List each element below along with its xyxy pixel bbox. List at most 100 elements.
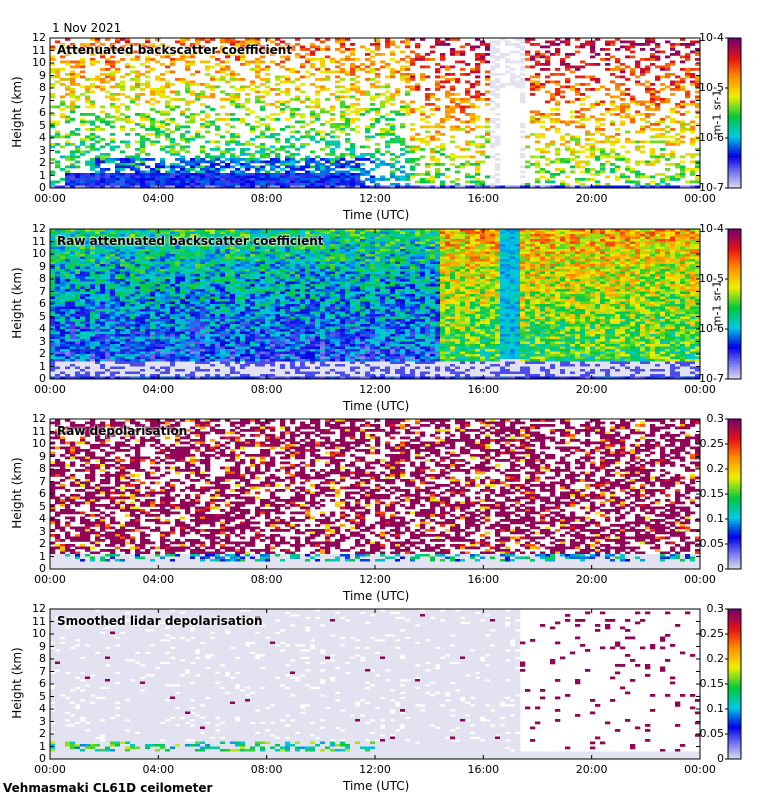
colorbar-tick-label: 10-6 bbox=[668, 131, 724, 144]
x-tick-label: 12:00 bbox=[357, 192, 393, 205]
y-tick-label: 2 bbox=[0, 537, 46, 550]
colorbar-tick-label: 0.3 bbox=[668, 412, 725, 425]
y-tick-label: 0 bbox=[0, 181, 46, 194]
x-tick-label: 04:00 bbox=[140, 192, 176, 205]
heatmap-cells bbox=[50, 229, 701, 380]
x-tick-label: 16:00 bbox=[465, 573, 501, 586]
colorbar bbox=[727, 228, 742, 380]
y-tick-label: 0 bbox=[0, 372, 46, 385]
x-axis-label: Time (UTC) bbox=[343, 208, 409, 222]
y-axis-label: Height (km) bbox=[10, 263, 24, 343]
y-tick-label: 11 bbox=[0, 235, 46, 248]
y-tick-label: 7 bbox=[0, 285, 46, 298]
y-tick-label: 2 bbox=[0, 727, 46, 740]
y-tick-label: 9 bbox=[0, 640, 46, 653]
colorbar bbox=[727, 608, 742, 760]
x-tick-label: 12:00 bbox=[357, 383, 393, 396]
x-tick-label: 00:00 bbox=[682, 573, 718, 586]
colorbar-tick-label: 10-7 bbox=[668, 181, 724, 194]
x-tick-label: 00:00 bbox=[32, 192, 68, 205]
colorbar-tick-label: 0.05 bbox=[668, 727, 725, 740]
x-tick-label: 16:00 bbox=[465, 763, 501, 776]
y-tick-label: 5 bbox=[0, 119, 46, 132]
y-tick-label: 9 bbox=[0, 69, 46, 82]
x-tick-label: 00:00 bbox=[682, 763, 718, 776]
x-tick-label: 08:00 bbox=[249, 383, 285, 396]
y-tick-label: 3 bbox=[0, 335, 46, 348]
panel-title: Attenuated backscatter coefficient bbox=[57, 43, 292, 57]
y-tick-label: 8 bbox=[0, 272, 46, 285]
y-tick-label: 11 bbox=[0, 44, 46, 57]
x-tick-label: 16:00 bbox=[465, 192, 501, 205]
y-tick-label: 12 bbox=[0, 412, 46, 425]
y-tick-label: 1 bbox=[0, 550, 46, 563]
colorbar-tick-label: 0.25 bbox=[668, 627, 725, 640]
y-tick-label: 10 bbox=[0, 627, 46, 640]
heatmap-cells bbox=[50, 419, 701, 570]
y-tick-label: 7 bbox=[0, 665, 46, 678]
panel-3 bbox=[49, 418, 742, 570]
y-tick-label: 12 bbox=[0, 222, 46, 235]
y-tick-label: 6 bbox=[0, 487, 46, 500]
y-tick-label: 4 bbox=[0, 702, 46, 715]
y-tick-label: 6 bbox=[0, 677, 46, 690]
y-axis-label: Height (km) bbox=[10, 72, 24, 152]
y-tick-label: 10 bbox=[0, 437, 46, 450]
x-tick-label: 08:00 bbox=[249, 192, 285, 205]
y-tick-label: 4 bbox=[0, 131, 46, 144]
x-tick-label: 04:00 bbox=[140, 573, 176, 586]
colorbar-tick-label: 0.15 bbox=[668, 677, 725, 690]
colorbar-tick-label: 0.1 bbox=[668, 702, 725, 715]
x-axis-label: Time (UTC) bbox=[343, 589, 409, 603]
panel-4 bbox=[49, 608, 742, 760]
instrument-footer: Vehmasmaki CL61D ceilometer bbox=[3, 781, 212, 795]
colorbar-tick-label: 10-5 bbox=[668, 272, 724, 285]
x-tick-label: 00:00 bbox=[32, 383, 68, 396]
y-tick-label: 7 bbox=[0, 475, 46, 488]
colorbar bbox=[727, 37, 742, 189]
y-tick-label: 0 bbox=[0, 752, 46, 765]
y-tick-label: 10 bbox=[0, 247, 46, 260]
y-tick-label: 6 bbox=[0, 297, 46, 310]
colorbar-frame bbox=[727, 228, 742, 380]
x-tick-label: 12:00 bbox=[357, 573, 393, 586]
x-tick-label: 00:00 bbox=[682, 192, 718, 205]
x-tick-label: 20:00 bbox=[574, 573, 610, 586]
panel-title: Raw depolarisation bbox=[57, 424, 187, 438]
heatmap-cells bbox=[50, 38, 701, 189]
y-tick-label: 7 bbox=[0, 94, 46, 107]
x-tick-label: 04:00 bbox=[140, 383, 176, 396]
y-tick-label: 5 bbox=[0, 690, 46, 703]
y-tick-label: 5 bbox=[0, 500, 46, 513]
y-tick-label: 12 bbox=[0, 602, 46, 615]
colorbar-tick-label: 10-6 bbox=[668, 322, 724, 335]
colorbar-tick-label: 0.2 bbox=[668, 462, 725, 475]
x-tick-label: 00:00 bbox=[32, 573, 68, 586]
y-tick-label: 3 bbox=[0, 525, 46, 538]
colorbar-tick-label: 0.3 bbox=[668, 602, 725, 615]
colorbar-tick-label: 10-5 bbox=[668, 81, 724, 94]
y-tick-label: 12 bbox=[0, 31, 46, 44]
y-tick-label: 1 bbox=[0, 169, 46, 182]
y-tick-label: 9 bbox=[0, 260, 46, 273]
y-tick-label: 8 bbox=[0, 81, 46, 94]
x-tick-label: 00:00 bbox=[682, 383, 718, 396]
y-tick-label: 1 bbox=[0, 360, 46, 373]
y-tick-label: 11 bbox=[0, 615, 46, 628]
y-tick-label: 4 bbox=[0, 512, 46, 525]
colorbar-tick-label: 10-4 bbox=[668, 31, 724, 44]
colorbar-tick-label: 10-7 bbox=[668, 372, 724, 385]
x-tick-label: 12:00 bbox=[357, 763, 393, 776]
colorbar-tick-label: 0.2 bbox=[668, 652, 725, 665]
panel-1 bbox=[49, 37, 742, 189]
y-tick-label: 6 bbox=[0, 106, 46, 119]
y-tick-label: 8 bbox=[0, 462, 46, 475]
y-axis-label: Height (km) bbox=[10, 453, 24, 533]
y-tick-label: 4 bbox=[0, 322, 46, 335]
colorbar-tick-label: 0.1 bbox=[668, 512, 725, 525]
x-tick-label: 20:00 bbox=[574, 192, 610, 205]
colorbar-tick-label: 0 bbox=[668, 752, 724, 765]
x-axis-label: Time (UTC) bbox=[343, 779, 409, 793]
x-tick-label: 20:00 bbox=[574, 383, 610, 396]
